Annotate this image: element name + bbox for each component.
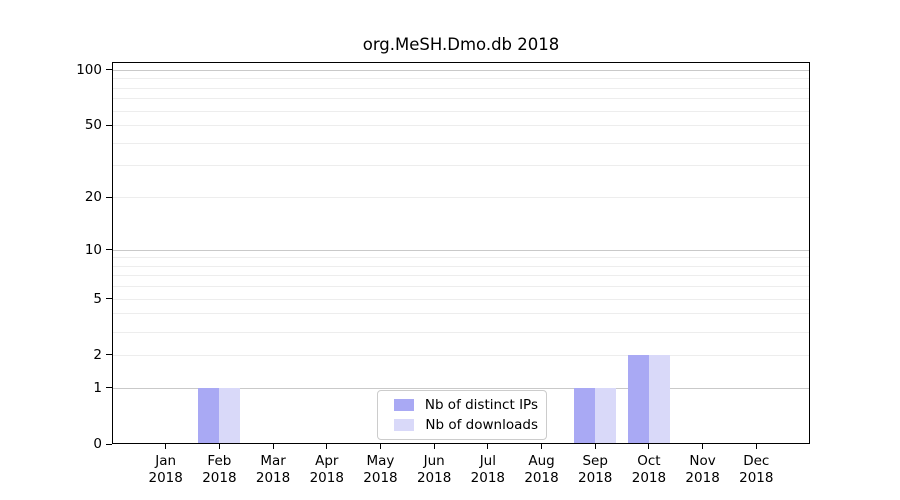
- bar-nb-of-downloads-feb: [219, 387, 241, 443]
- x-tick-mark: [648, 444, 650, 449]
- minor-gridline: [113, 354, 809, 356]
- bar-nb-of-downloads-sep: [595, 387, 617, 443]
- x-tick-label: Jan 2018: [148, 453, 183, 486]
- x-tick-label: Apr 2018: [309, 453, 344, 486]
- x-tick-label: Mar 2018: [255, 453, 291, 486]
- major-gridline: [113, 387, 809, 389]
- x-tick-label: Dec 2018: [739, 453, 774, 486]
- minor-gridline: [113, 197, 809, 199]
- major-gridline: [113, 69, 809, 71]
- y-tick-mark: [106, 69, 112, 71]
- x-tick-mark: [487, 444, 489, 449]
- minor-gridline: [113, 331, 809, 333]
- minor-gridline: [113, 313, 809, 315]
- y-tick-label: 10: [84, 241, 102, 258]
- x-tick-label: May 2018: [363, 453, 398, 486]
- y-tick-label: 20: [84, 189, 102, 206]
- x-tick-mark: [326, 444, 328, 449]
- x-tick-mark: [218, 444, 220, 449]
- legend-swatch-downloads-icon: [394, 419, 415, 431]
- plot-area: [112, 62, 810, 444]
- x-tick-label: Jun 2018: [416, 453, 452, 486]
- x-tick-label: Feb 2018: [202, 453, 237, 486]
- x-tick-mark: [594, 444, 596, 449]
- y-tick-mark: [106, 443, 112, 445]
- legend-swatch-distinct-ips-icon: [394, 399, 414, 411]
- y-tick-label: 0: [93, 436, 102, 452]
- minor-gridline: [113, 275, 809, 277]
- x-tick-mark: [702, 444, 704, 449]
- minor-gridline: [113, 78, 809, 80]
- minor-gridline: [113, 142, 809, 144]
- legend: Nb of distinct IPs Nb of downloads: [377, 390, 547, 440]
- bar-nb-of-distinct-ips-oct: [627, 354, 649, 443]
- y-tick-mark: [106, 354, 112, 356]
- x-tick-mark: [433, 444, 435, 449]
- x-tick-mark: [379, 444, 381, 449]
- bar-nb-of-distinct-ips-feb: [198, 387, 220, 443]
- y-tick-mark: [106, 196, 112, 198]
- x-tick-mark: [755, 444, 757, 449]
- x-tick-mark: [541, 444, 543, 449]
- x-tick-label: Sep 2018: [578, 453, 613, 486]
- x-tick-label: Jul 2018: [470, 453, 506, 486]
- legend-label-downloads: Nb of downloads: [425, 417, 538, 433]
- x-tick-label: Nov 2018: [685, 453, 720, 486]
- minor-gridline: [113, 165, 809, 167]
- chart-title: org.MeSH.Dmo.db 2018: [362, 35, 560, 54]
- bar-nb-of-downloads-oct: [648, 354, 670, 443]
- legend-label-distinct-ips: Nb of distinct IPs: [424, 397, 538, 413]
- y-tick-label: 2: [93, 346, 102, 363]
- bar-nb-of-distinct-ips-sep: [574, 387, 596, 443]
- y-tick-mark: [106, 249, 112, 250]
- minor-gridline: [113, 87, 809, 89]
- y-tick-mark: [106, 298, 112, 300]
- x-tick-label: Oct 2018: [631, 453, 667, 486]
- y-tick-label: 5: [93, 290, 102, 307]
- y-tick-label: 50: [84, 117, 102, 134]
- minor-gridline: [113, 298, 809, 300]
- legend-item-distinct-ips: Nb of distinct IPs: [394, 395, 538, 415]
- y-tick-label: 100: [76, 61, 102, 78]
- y-tick-mark: [106, 387, 112, 389]
- minor-gridline: [113, 286, 809, 288]
- minor-gridline: [113, 265, 809, 267]
- minor-gridline: [113, 257, 809, 259]
- legend-item-downloads: Nb of downloads: [394, 415, 538, 435]
- y-tick-label: 1: [93, 379, 102, 396]
- minor-gridline: [113, 125, 809, 127]
- x-tick-mark: [165, 444, 167, 449]
- major-gridline: [113, 249, 809, 251]
- x-tick-mark: [272, 444, 274, 449]
- y-tick-mark: [106, 124, 112, 126]
- minor-gridline: [113, 98, 809, 100]
- minor-gridline: [113, 110, 809, 112]
- x-tick-label: Aug 2018: [524, 453, 559, 486]
